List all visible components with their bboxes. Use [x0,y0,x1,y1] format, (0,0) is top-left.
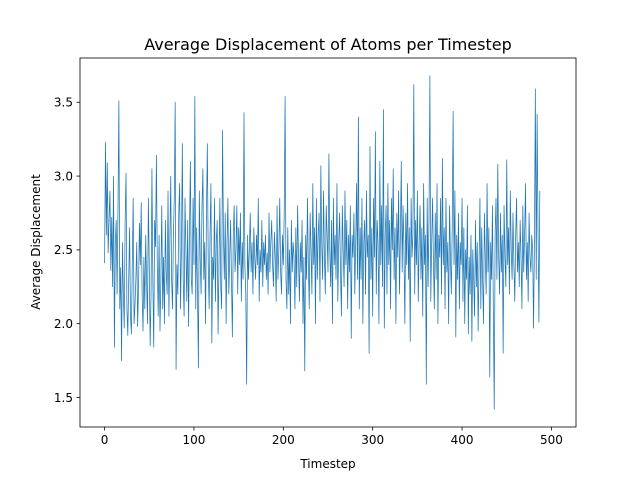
x-tick-label: 500 [540,433,563,447]
x-axis-label: Timestep [299,457,355,471]
y-tick-label: 3.0 [54,169,73,183]
x-axis: 0 100 200 300 400 500 [101,427,563,447]
plot-frame [79,57,577,428]
series-line [104,75,541,410]
x-tick-label: 300 [361,433,384,447]
y-axis-label: Average Displacement [29,174,43,310]
x-tick-label: 200 [272,433,295,447]
chart-title: Average Displacement of Atoms per Timest… [144,35,512,54]
x-tick-label: 100 [182,433,205,447]
x-tick-label: 400 [451,433,474,447]
y-tick-label: 2.0 [54,317,73,331]
y-tick-label: 3.5 [54,96,73,110]
y-axis: 1.5 2.0 2.5 3.0 3.5 [54,96,80,405]
y-tick-label: 2.5 [54,243,73,257]
x-tick-label: 0 [101,433,109,447]
y-tick-label: 1.5 [54,391,73,405]
